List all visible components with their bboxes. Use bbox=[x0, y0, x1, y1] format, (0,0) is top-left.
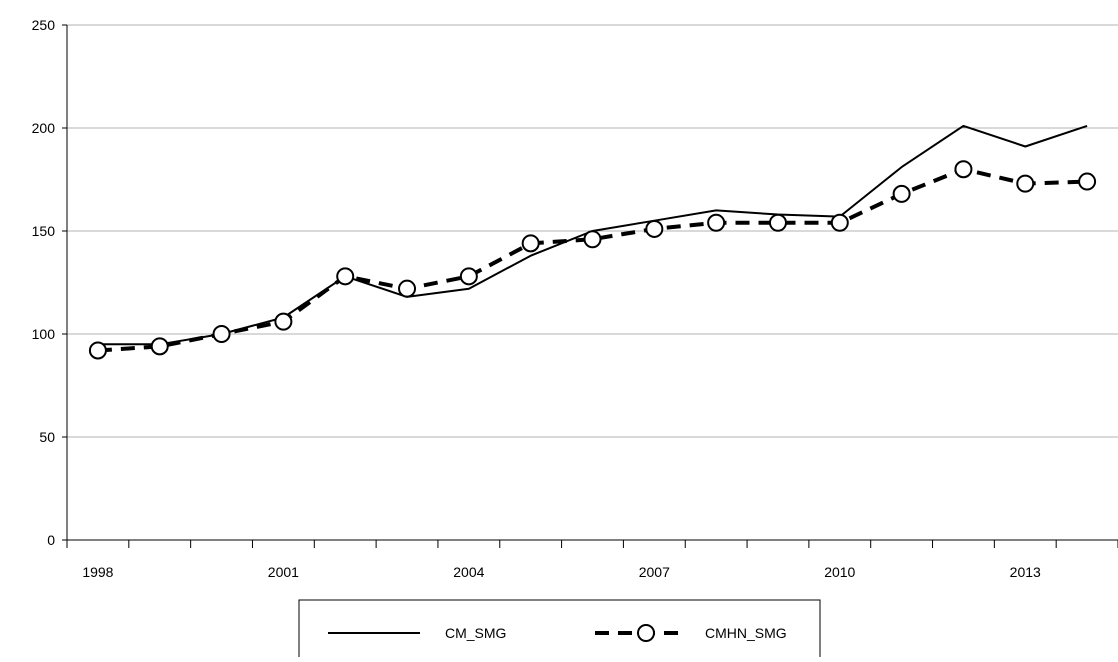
data-point-cmhn-smg-2009 bbox=[768, 213, 787, 232]
data-point-cmhn-smg-2012 bbox=[954, 160, 973, 179]
data-point-cmhn-smg-2010 bbox=[830, 213, 849, 232]
data-point-cmhn-smg-2005 bbox=[521, 234, 540, 253]
legend-box bbox=[298, 599, 821, 662]
y-tick-label-250: 250 bbox=[32, 17, 56, 33]
legend-label-cmhn-smg: CMHN_SMG bbox=[705, 625, 787, 641]
series-line-cmhn-smg bbox=[97, 167, 1088, 353]
data-point-cmhn-smg-2002 bbox=[336, 267, 355, 286]
data-point-cmhn-smg-2004 bbox=[459, 267, 478, 286]
data-point-cmhn-smg-2014 bbox=[1078, 172, 1097, 191]
legend-label-cm-smg: CM_SMG bbox=[445, 625, 506, 641]
data-point-cmhn-smg-2008 bbox=[707, 213, 726, 232]
data-point-cmhn-smg-2006 bbox=[583, 230, 602, 249]
x-tick-label-2010: 2010 bbox=[824, 564, 855, 580]
data-point-cmhn-smg-2011 bbox=[892, 184, 911, 203]
data-point-cmhn-smg-2007 bbox=[645, 219, 664, 238]
x-tick-label-2007: 2007 bbox=[639, 564, 670, 580]
y-tick-label-150: 150 bbox=[32, 223, 56, 239]
data-point-cmhn-smg-2001 bbox=[274, 312, 293, 331]
x-tick-label-2004: 2004 bbox=[453, 564, 484, 580]
x-tick-label-2001: 2001 bbox=[268, 564, 299, 580]
y-tick-label-0: 0 bbox=[47, 532, 55, 548]
data-point-cmhn-smg-1998 bbox=[88, 341, 107, 360]
data-point-cmhn-smg-2013 bbox=[1016, 174, 1035, 193]
series-group bbox=[88, 124, 1097, 360]
axes: 0 50 100 150 200 250 1998 2001 2004 2007 2010 2013 bbox=[32, 17, 1118, 580]
y-tick-label-100: 100 bbox=[32, 326, 56, 342]
data-point-cmhn-smg-1999 bbox=[150, 337, 169, 356]
y-tick-label-50: 50 bbox=[39, 429, 55, 445]
y-tick-label-200: 200 bbox=[32, 120, 56, 136]
data-point-cmhn-smg-2000 bbox=[212, 325, 231, 343]
x-tick-label-2013: 2013 bbox=[1010, 564, 1041, 580]
data-point-cmhn-smg-2003 bbox=[398, 279, 417, 298]
legend-marker-cmhn-smg bbox=[637, 624, 655, 642]
x-tick-label-1998: 1998 bbox=[82, 564, 113, 580]
legend: CM_SMG CMHN_SMG bbox=[298, 599, 821, 662]
